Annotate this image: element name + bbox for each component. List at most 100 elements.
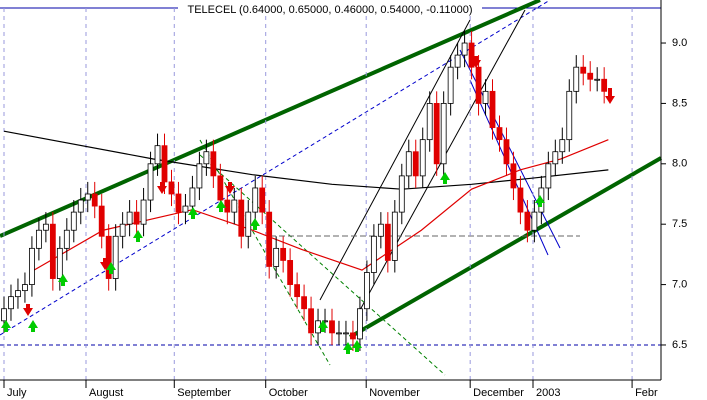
- candle-body: [419, 139, 426, 177]
- candle-body: [119, 223, 126, 237]
- candle-body: [105, 235, 112, 279]
- candle-body: [294, 284, 301, 298]
- candle-body: [384, 223, 391, 261]
- candle-body: [168, 181, 175, 195]
- candle-body: [245, 211, 252, 237]
- x-axis-band: [0, 380, 707, 400]
- x-tick-label: 2003: [536, 387, 560, 399]
- buy-arrow: [106, 262, 116, 274]
- buy-arrow: [216, 200, 226, 212]
- candle-body: [259, 187, 266, 213]
- candle-body: [287, 260, 294, 285]
- y-tick-label: 8.5: [672, 97, 687, 109]
- y-tick-label: 7.5: [672, 218, 687, 230]
- buy-arrow: [343, 342, 353, 354]
- candle-body: [98, 205, 105, 237]
- candle-body: [545, 163, 552, 189]
- candle-body: [161, 145, 168, 183]
- candle-body: [329, 320, 335, 334]
- x-tick-label: November: [369, 387, 420, 399]
- candle-body: [433, 103, 440, 165]
- candle-body: [461, 42, 468, 56]
- candle-body: [412, 151, 419, 177]
- candle-body: [510, 163, 517, 189]
- trend-line: [319, 19, 471, 301]
- candle-body: [357, 308, 363, 340]
- candle-body: [517, 187, 524, 213]
- candle-body: [601, 78, 608, 92]
- candle-body: [363, 272, 370, 310]
- candle-body: [203, 151, 210, 165]
- candle-body: [573, 66, 580, 92]
- candle-body: [468, 42, 475, 68]
- candle-body: [1, 308, 7, 322]
- candle-body: [273, 247, 280, 267]
- candle-body: [56, 247, 63, 279]
- y-tick-label: 7.0: [672, 278, 687, 290]
- candle-body: [350, 332, 356, 340]
- candle-body: [238, 199, 245, 237]
- candle-body: [426, 103, 433, 141]
- y-tick-label: 9.0: [672, 37, 687, 49]
- candle-body: [454, 54, 461, 68]
- buy-arrow: [188, 207, 198, 219]
- candle-body: [391, 211, 398, 261]
- trend-line: [0, 0, 551, 336]
- candle-body: [49, 223, 56, 279]
- candle-body: [70, 211, 77, 231]
- candle-body: [196, 163, 203, 189]
- candle-body: [594, 78, 601, 81]
- buy-arrow: [1, 320, 11, 332]
- candle-body: [266, 211, 273, 267]
- candle-body: [524, 211, 531, 231]
- sell-arrow: [100, 258, 110, 270]
- moving-average: [3, 130, 609, 190]
- candle-body: [182, 205, 189, 213]
- candle-body: [475, 66, 482, 104]
- candle-body: [210, 151, 217, 177]
- candle-body: [559, 139, 566, 153]
- title-background: [178, 2, 482, 16]
- candle-body: [91, 193, 98, 207]
- candle-body: [370, 235, 377, 273]
- candle-body: [566, 90, 573, 141]
- candle-body: [496, 127, 503, 141]
- candle-body: [580, 66, 587, 74]
- candle-body: [301, 296, 307, 310]
- candle-body: [175, 193, 182, 213]
- candle-body: [189, 187, 196, 207]
- y-tick-label: 6.5: [672, 339, 687, 351]
- buy-arrow: [133, 230, 143, 242]
- moving-average: [33, 139, 609, 271]
- buy-arrow: [440, 172, 450, 184]
- candle-body: [77, 199, 84, 213]
- candle-body: [224, 199, 231, 213]
- sell-arrow: [23, 304, 33, 316]
- sell-arrow: [157, 182, 167, 194]
- trend-line: [199, 154, 446, 376]
- candle-body: [217, 175, 224, 201]
- sell-arrow: [225, 182, 235, 194]
- candle-body: [280, 247, 287, 261]
- candle-body: [552, 151, 559, 165]
- candle-body: [140, 199, 147, 225]
- candle-body: [133, 211, 140, 225]
- buy-arrow: [28, 320, 38, 332]
- y-tick-label: 8.0: [672, 158, 687, 170]
- candle-body: [112, 235, 119, 279]
- buy-arrow: [58, 274, 68, 286]
- candle-body: [154, 145, 161, 165]
- candle-body: [84, 193, 91, 201]
- candle-body: [63, 229, 70, 249]
- candle-body: [126, 211, 133, 225]
- candle-body: [29, 247, 35, 285]
- trend-channel: [349, 156, 662, 339]
- candle-body: [22, 284, 28, 292]
- x-tick-label: August: [89, 387, 123, 399]
- candle-body: [587, 72, 594, 80]
- candle-body: [147, 163, 154, 201]
- candle-body: [405, 151, 412, 177]
- candle-body: [336, 332, 342, 335]
